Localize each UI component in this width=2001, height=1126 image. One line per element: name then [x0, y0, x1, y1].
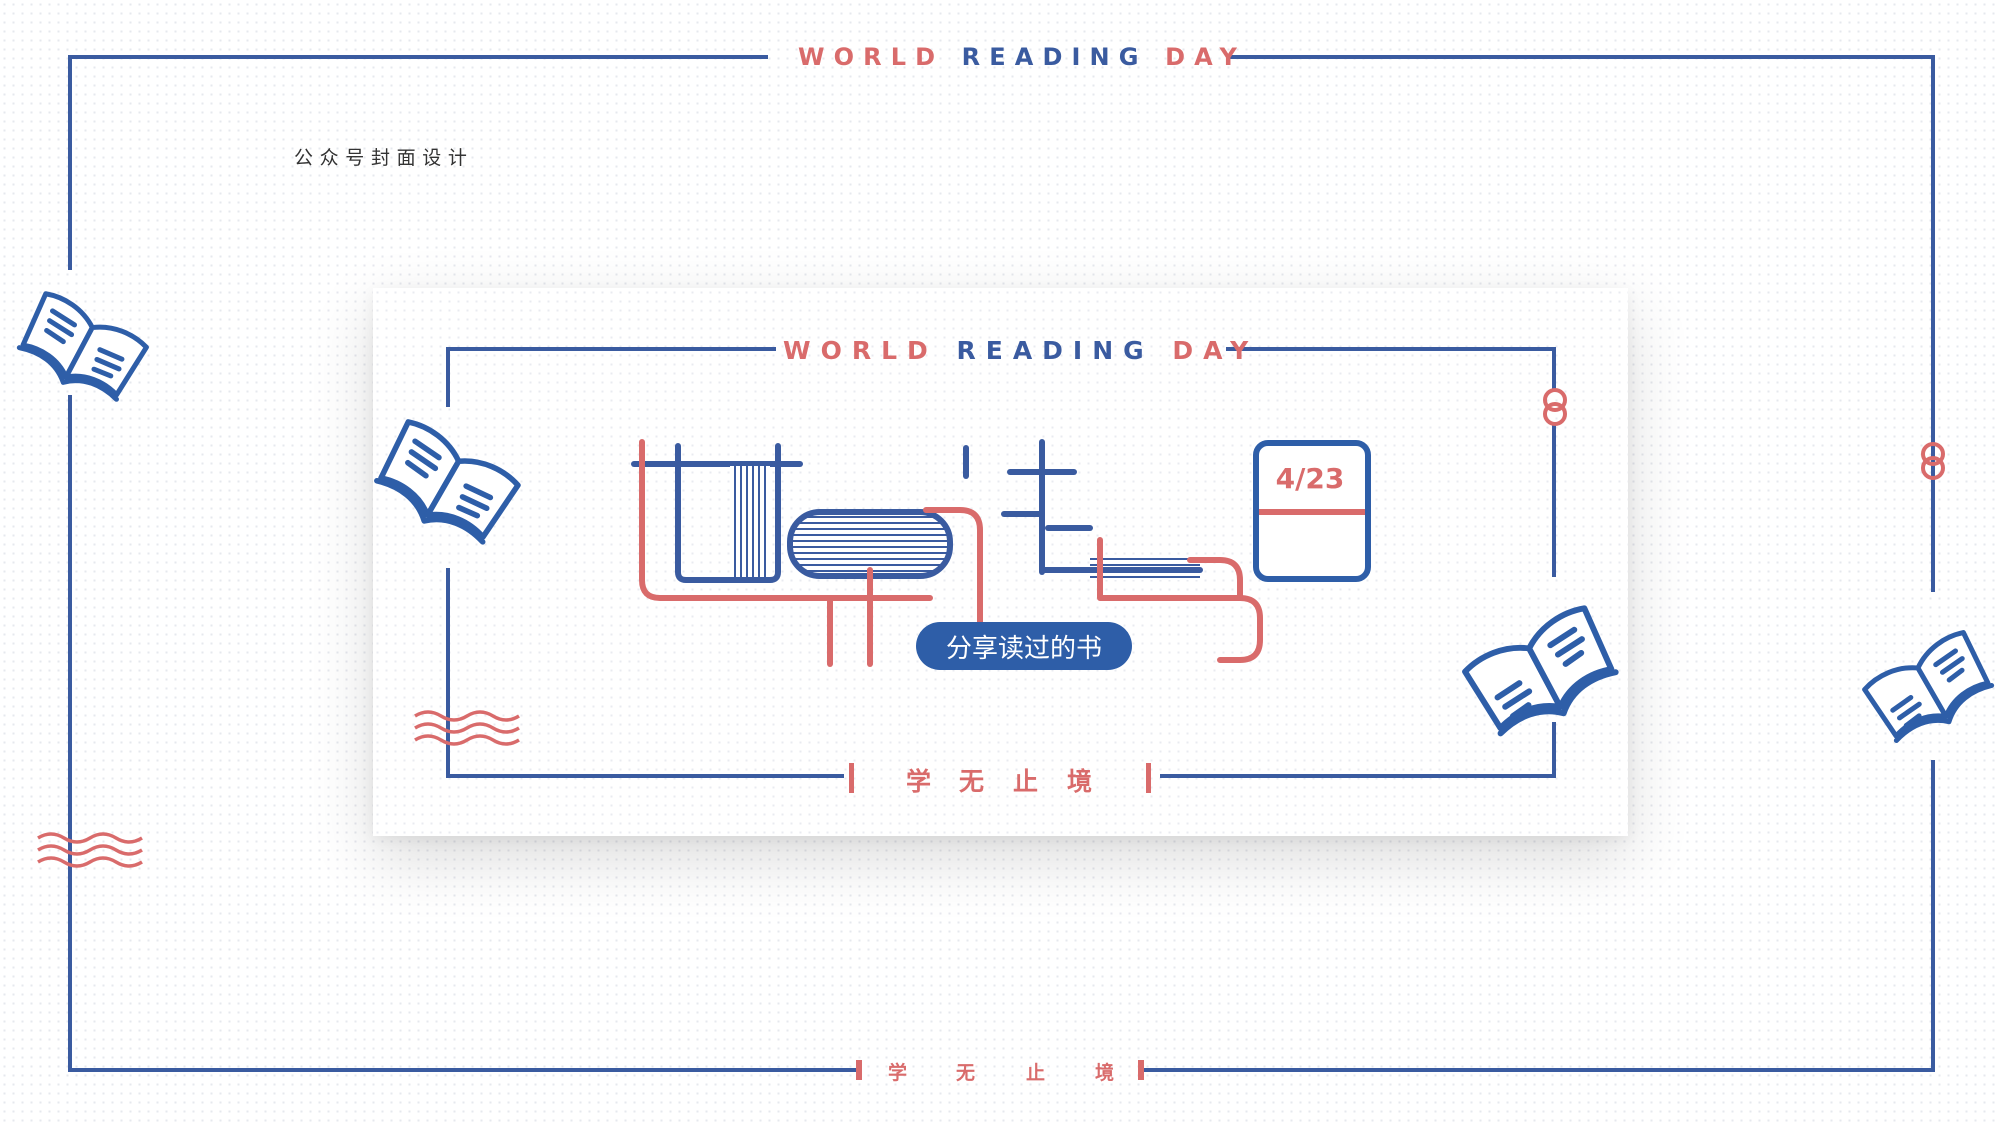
frame-top-left [68, 55, 768, 59]
tagline-reading: READING [961, 43, 1148, 71]
motto-bar-left [849, 763, 854, 793]
headline-art: 世界读书日 [631, 439, 1263, 667]
motto-bar-right [1138, 1060, 1144, 1080]
motto-char: 止 [1013, 767, 1039, 796]
open-book-icon [374, 419, 521, 545]
tagline-day: DAY [1165, 43, 1247, 71]
tagline-world: WORLD [798, 43, 945, 71]
chain-link-icon [1921, 442, 1945, 480]
cover-card [373, 288, 1628, 836]
motto-bar-right [1146, 763, 1151, 793]
date-label: 4/23 [1275, 462, 1345, 495]
wave-icon [37, 832, 143, 868]
inner-frame-top-left [446, 347, 776, 351]
open-book-icon [1462, 605, 1619, 737]
frame-bottom-right [1142, 1068, 1935, 1072]
open-book-icon [16, 291, 149, 402]
open-book-icon [1862, 630, 1995, 743]
frame-right-bottom [1931, 760, 1935, 1072]
frame-right-top [1931, 55, 1935, 592]
motto-char: 无 [959, 767, 985, 796]
wave-icon [414, 710, 520, 746]
page-subtitle: 公众号封面设计 [294, 147, 474, 169]
date-box [1253, 440, 1371, 582]
motto-char: 学 [906, 767, 932, 796]
motto-char: 学 [888, 1062, 908, 1084]
frame-bottom-left [68, 1068, 858, 1072]
inner-frame-left-bottom [446, 568, 450, 778]
chain-link-icon [1543, 388, 1567, 426]
inner-frame-right-mid [1552, 422, 1556, 577]
frame-top-right [1230, 55, 1935, 59]
tagline-world: WORLD [783, 336, 938, 365]
motto-bar-left [856, 1060, 862, 1080]
share-pill: 分享读过的书 [916, 622, 1132, 670]
inner-frame-bottom-right [1160, 774, 1556, 778]
tagline-reading: READING [956, 336, 1154, 365]
inner-frame-right-bottom [1552, 722, 1556, 778]
inner-frame-bottom-left [446, 774, 844, 778]
tagline-day: DAY [1172, 336, 1259, 365]
outer-tagline: WORLD READING DAY [798, 43, 1246, 71]
motto-char: 无 [956, 1062, 976, 1084]
inner-frame-left-top [446, 347, 450, 407]
motto-char: 境 [1095, 1062, 1115, 1084]
inner-frame-top-right [1226, 347, 1556, 351]
motto-char: 止 [1026, 1062, 1046, 1084]
frame-left-top [68, 55, 72, 270]
inner-frame-right-top [1552, 347, 1556, 390]
frame-left-bottom [68, 395, 72, 1072]
card-tagline: WORLD READING DAY [783, 336, 1258, 365]
motto-char: 境 [1067, 767, 1093, 796]
